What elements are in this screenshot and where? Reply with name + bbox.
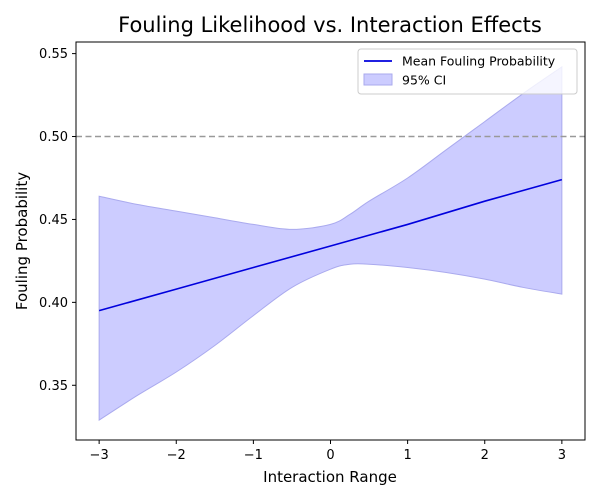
mean-line	[98, 178, 563, 312]
x-tick-label: 1	[403, 448, 411, 463]
legend-mean-label: Mean Fouling Probability	[402, 54, 556, 69]
y-tick-label: 0.45	[39, 213, 68, 228]
y-tick-label: 0.55	[39, 47, 68, 62]
legend-ci-label: 95% CI	[402, 73, 446, 88]
legend-ci-swatch	[363, 73, 393, 86]
axes: −3 −2 −1 0 1 2 3 0.35 0.40 0.45 0.50 0.55	[39, 41, 586, 463]
x-tick-label: −2	[167, 448, 186, 463]
x-tick-label: 3	[558, 448, 566, 463]
y-tick-label: 0.35	[39, 379, 68, 394]
x-axis-label: Interaction Range	[263, 468, 397, 486]
y-tick-label: 0.40	[39, 296, 68, 311]
x-tick-label: 2	[481, 448, 489, 463]
chart-title: Fouling Likelihood vs. Interaction Effec…	[118, 13, 542, 37]
plot-area	[76, 65, 585, 422]
x-tick-label: 0	[326, 448, 334, 463]
ci-band	[98, 65, 563, 422]
x-tick-label: −3	[90, 448, 109, 463]
legend-frame	[357, 48, 578, 95]
legend: Mean Fouling Probability 95% CI	[357, 48, 578, 95]
y-tick-label: 0.50	[39, 130, 68, 145]
y-axis-label: Fouling Probability	[13, 172, 31, 310]
x-tick-label: −1	[244, 448, 263, 463]
